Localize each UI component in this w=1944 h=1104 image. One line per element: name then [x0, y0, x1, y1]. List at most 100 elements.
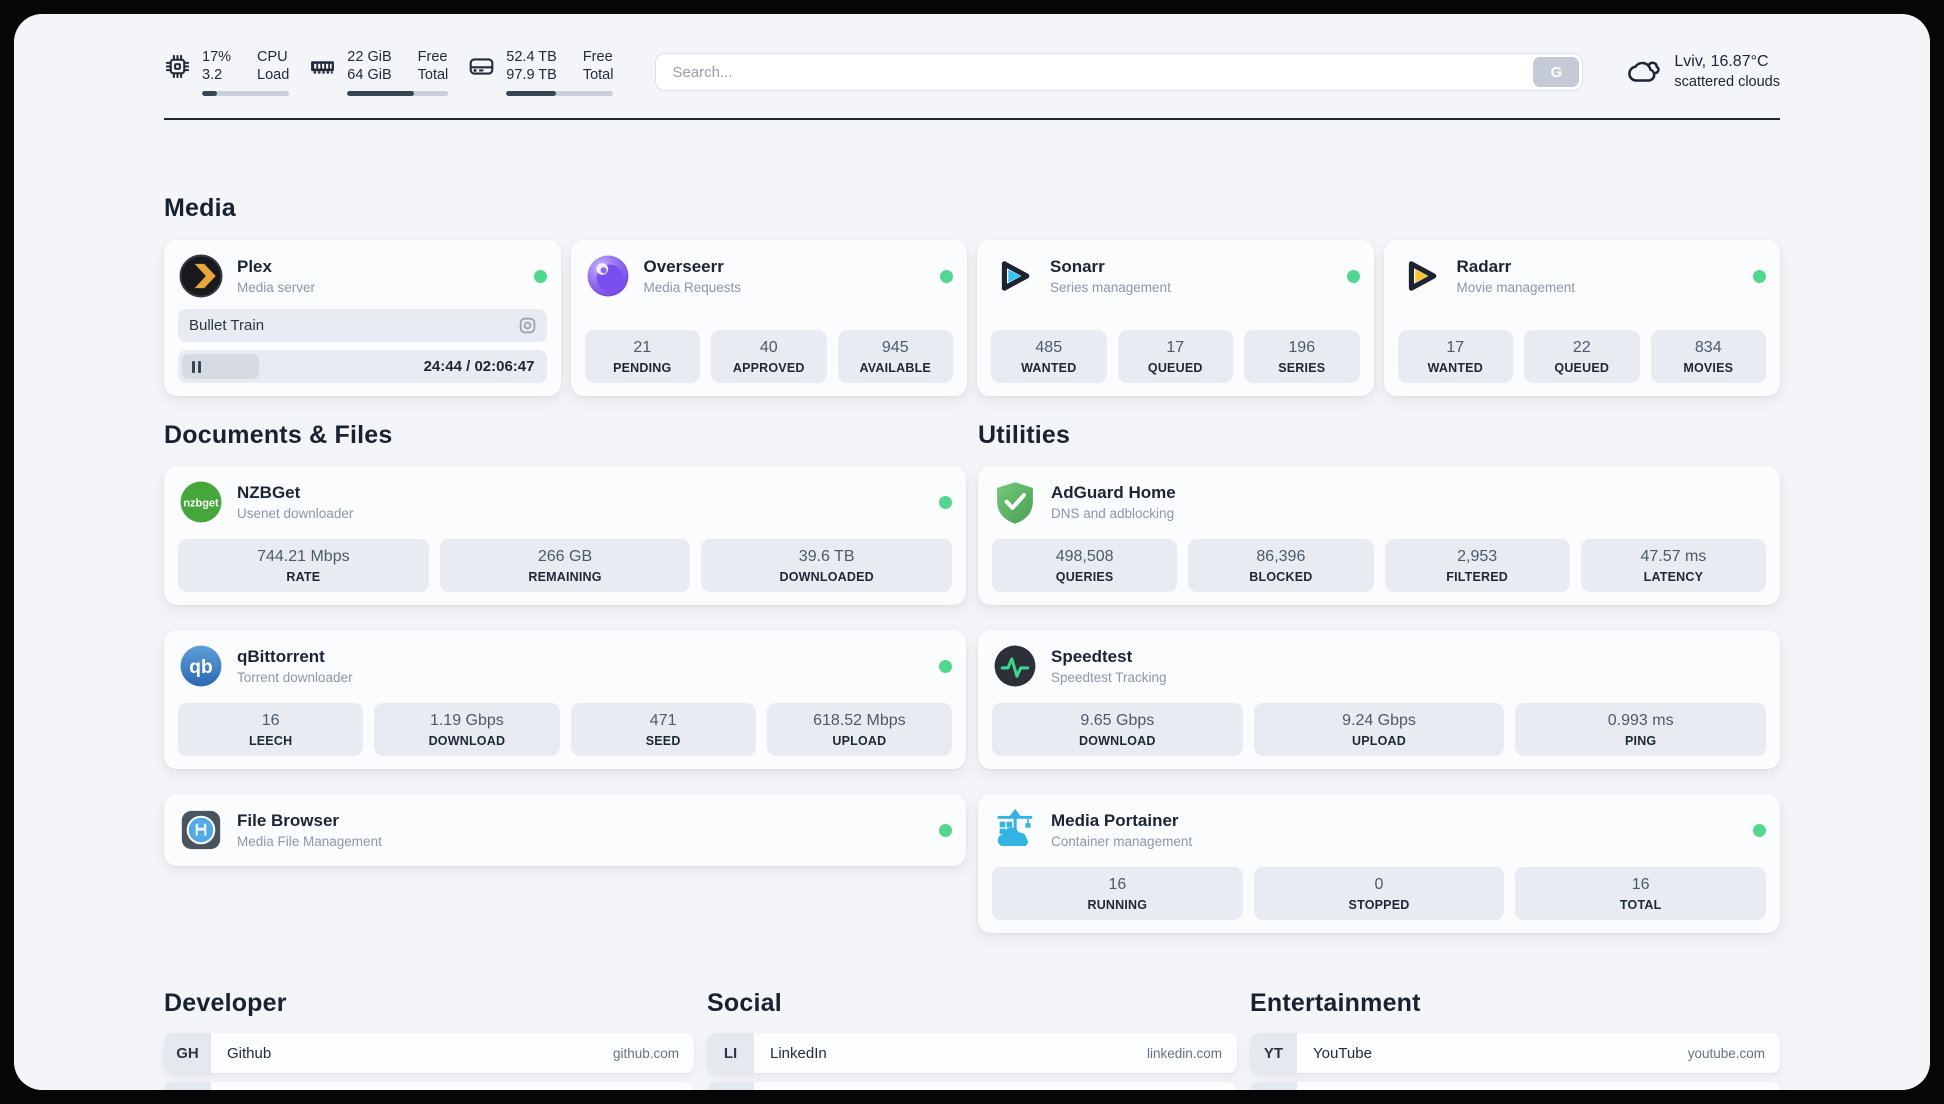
app-header-portainer: Media Portainer Container management — [992, 807, 1766, 853]
status-dot-online — [1346, 269, 1360, 283]
stat-value: 744.21 Mbps — [257, 548, 350, 566]
search-engine-button[interactable]: G — [1533, 57, 1580, 88]
app-card-overseerr[interactable]: Overseerr Media Requests 21 PENDING 40 APPROV… — [570, 240, 967, 397]
cpu-chip-icon — [164, 53, 191, 80]
utilities-cards: AdGuard Home DNS and adblocking 498,508 QUE… — [978, 466, 1780, 934]
top-bar: 17% 3.2 CPU Load — [164, 48, 1780, 97]
bookmark-url: github.com — [612, 1045, 679, 1061]
stat-value: 196 — [1288, 339, 1316, 357]
stat-blocked: 86,396 BLOCKED — [1188, 539, 1374, 593]
weather-widget: Lviv, 16.87°C scattered clouds — [1625, 52, 1780, 92]
app-info-radarr: Radarr Movie management — [1457, 257, 1576, 295]
bookmark-group-social: Social LI LinkedIn linkedin.com TWTwittertwi… — [707, 989, 1237, 1090]
bookmark-abbr: GH — [164, 1033, 211, 1074]
app-title: Speedtest — [1051, 647, 1133, 667]
stat-label: FILTERED — [1446, 570, 1509, 585]
stat-value: 0 — [1374, 876, 1384, 894]
stat-label: PENDING — [613, 361, 672, 376]
stat-label: QUEUED — [1554, 361, 1610, 376]
bookmark-url: linkedin.com — [1146, 1045, 1222, 1061]
app-description: Media Requests — [643, 280, 742, 296]
stat-value: 47.57 ms — [1640, 548, 1707, 566]
app-title: AdGuard Home — [1051, 483, 1176, 503]
app-card-nzbget[interactable]: nzbget NZBGet Usenet downloader 744.21 Mbps… — [164, 466, 966, 606]
stat-value: 834 — [1694, 339, 1722, 357]
app-info-portainer: Media Portainer Container management — [1051, 811, 1192, 849]
disk-total: 97.9 TB — [506, 67, 557, 84]
app-header-sonarr: Sonarr Series management — [991, 253, 1360, 299]
status-dot-online — [939, 823, 952, 837]
bookmark-netflix[interactable]: NFNetflixnetflix.com — [1250, 1082, 1780, 1090]
app-info-adguard: AdGuard Home DNS and adblocking — [1051, 483, 1176, 521]
dashboard-page: 17% 3.2 CPU Load — [14, 14, 1930, 1090]
app-description: Media server — [237, 280, 316, 296]
bookmark-twitter[interactable]: TWTwittertwitter.com — [707, 1082, 1237, 1090]
stat-value: 9.24 Gbps — [1342, 712, 1416, 730]
app-description: Torrent downloader — [237, 670, 353, 686]
stat-value: 266 GB — [537, 548, 593, 566]
status-dot-online — [533, 269, 547, 283]
bookmark-name: LinkedIn — [770, 1044, 827, 1062]
stat-label: APPROVED — [732, 361, 805, 376]
app-card-portainer[interactable]: Media Portainer Container management 16 RUN… — [978, 794, 1780, 934]
stat-seed: 471 SEED — [570, 703, 756, 757]
bookmark-stackoverflow[interactable]: SOStackOverflowstackoverflow.com — [164, 1082, 694, 1090]
stat-label: TOTAL — [1619, 898, 1662, 913]
app-info-qbittorrent: qBittorrent Torrent downloader — [237, 647, 353, 685]
app-info-nzbget: NZBGet Usenet downloader — [237, 483, 353, 521]
stat-value: 16 — [1108, 876, 1127, 894]
disk-icon — [468, 53, 495, 80]
memory-progress-track — [347, 91, 449, 97]
stat-filtered: 2,953 FILTERED — [1384, 539, 1570, 593]
bookmark-name: Github — [227, 1044, 272, 1062]
topbar-divider — [164, 118, 1780, 121]
app-header-radarr: Radarr Movie management — [1398, 253, 1766, 299]
nzbget-icon: nzbget — [178, 479, 224, 525]
memory-label-2: Total — [417, 67, 449, 84]
stats-row-portainer: 16 RUNNING 0 STOPPED 16 TOTAL — [992, 867, 1767, 921]
section-utilities: Utilities AdGuard Home DNS and adblocking… — [978, 421, 1780, 934]
search-input[interactable] — [655, 53, 1584, 92]
radarr-icon — [1398, 253, 1444, 299]
weather-location-temp: Lviv, 16.87°C — [1674, 53, 1769, 71]
pause-button[interactable] — [192, 360, 201, 373]
bookmark-list: GH Github github.com SOStackOverflowstackov… — [164, 1033, 694, 1090]
stat-queued: 17 QUEUED — [1117, 330, 1233, 384]
stat-queued: 22 QUEUED — [1524, 330, 1640, 384]
app-card-qbittorrent[interactable]: qb qBittorrent Torrent downloader 16 LEECH 1.… — [164, 630, 966, 770]
app-description: Series management — [1050, 280, 1171, 296]
bookmark-youtube[interactable]: YT YouTube youtube.com — [1250, 1033, 1780, 1074]
stats-row-sonarr: 485 WANTED 17 QUEUED 196 SERIES — [991, 330, 1360, 384]
bookmark-abbr: TW — [707, 1082, 754, 1090]
app-info-filebrowser: File Browser Media File Management — [237, 811, 382, 849]
stat-value: 21 — [633, 339, 652, 357]
app-title: NZBGet — [237, 483, 301, 503]
stat-upload: 618.52 Mbps UPLOAD — [766, 703, 952, 757]
playback-progress-track[interactable]: 24:44 / 02:06:47 — [178, 350, 547, 384]
stat-value: 9.65 Gbps — [1080, 712, 1155, 730]
app-card-radarr[interactable]: Radarr Movie management 17 WANTED 22 QUEUED 83… — [1383, 240, 1780, 397]
app-card-adguard[interactable]: AdGuard Home DNS and adblocking 498,508 QUE… — [978, 466, 1780, 606]
app-header-speedtest: Speedtest Speedtest Tracking — [992, 643, 1766, 689]
app-description: DNS and adblocking — [1051, 506, 1175, 522]
bookmark-url: youtube.com — [1687, 1045, 1765, 1061]
bookmark-abbr: NF — [1250, 1082, 1297, 1090]
app-card-sonarr[interactable]: Sonarr Series management 485 WANTED 17 QUEUED… — [977, 240, 1374, 397]
bookmark-github[interactable]: GH Github github.com — [164, 1033, 694, 1074]
app-info-plex: Plex Media server — [237, 257, 315, 295]
app-card-plex[interactable]: Plex Media server Bullet Train 24:44 / 02:0… — [164, 240, 561, 397]
app-card-speedtest[interactable]: Speedtest Speedtest Tracking 9.65 Gbps DOWN… — [978, 630, 1780, 770]
app-title: Overseerr — [643, 257, 724, 277]
app-header-adguard: AdGuard Home DNS and adblocking — [992, 479, 1766, 525]
app-card-filebrowser[interactable]: File Browser Media File Management — [164, 794, 966, 867]
session-info-icon — [519, 317, 536, 334]
stat-label: UPLOAD — [1352, 734, 1406, 749]
bookmark-linkedin[interactable]: LI LinkedIn linkedin.com — [707, 1033, 1237, 1074]
now-playing-row: Bullet Train — [178, 309, 547, 343]
disk-label-1: Free — [582, 49, 613, 65]
media-cards-row: Plex Media server Bullet Train 24:44 / 02:0… — [164, 240, 1780, 397]
stat-approved: 40 APPROVED — [711, 330, 827, 384]
stat-label: DOWNLOADED — [779, 570, 874, 585]
app-description: Movie management — [1456, 280, 1576, 296]
section-documents: Documents & Files nzbget NZBGet Usenet dow… — [164, 421, 966, 933]
